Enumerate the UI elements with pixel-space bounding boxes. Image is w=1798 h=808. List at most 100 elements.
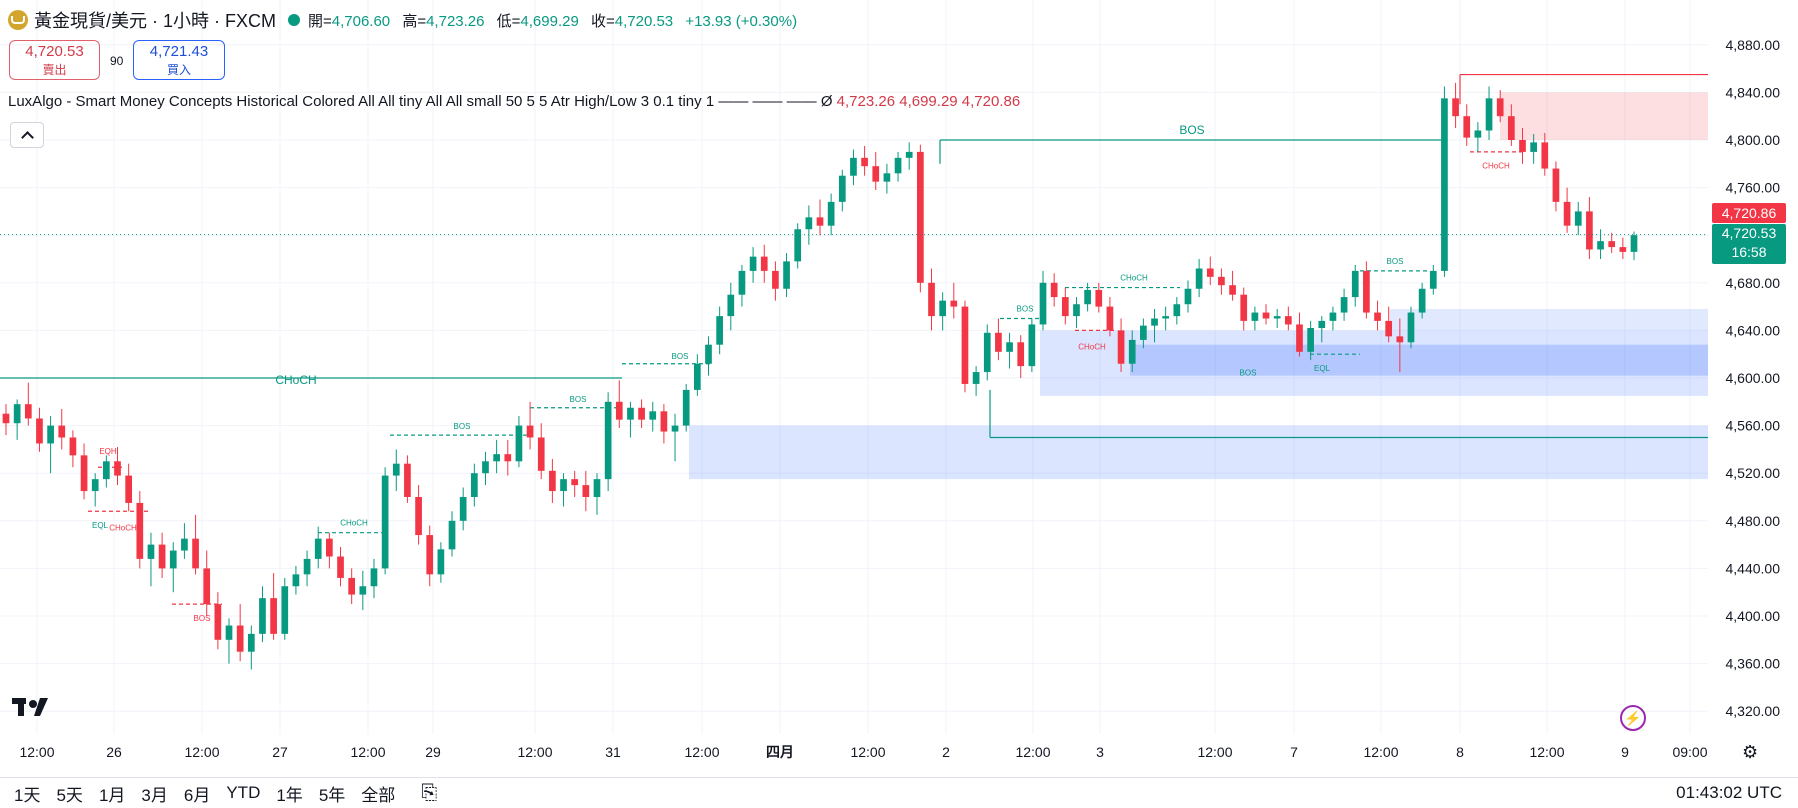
candle-body (716, 316, 723, 345)
candle-body (515, 425, 523, 462)
demand-zone-lower (689, 425, 1708, 480)
candle-body (1218, 276, 1225, 286)
timeframe-3m[interactable]: 3月 (141, 785, 168, 805)
collapse-legend-button[interactable] (10, 122, 44, 148)
candle-body (883, 173, 891, 182)
candle-body (348, 577, 356, 595)
gold-symbol-icon (8, 10, 28, 30)
settings-icon[interactable]: ⚙ (1742, 742, 1759, 762)
structure-label: CHoCH (1078, 342, 1106, 351)
x-tick-label: 2 (942, 744, 950, 760)
candle-body (1608, 241, 1616, 248)
timeframe-ytd[interactable]: YTD (226, 783, 261, 802)
sell-label: 賣出 (42, 63, 67, 77)
candle-body (24, 404, 32, 419)
candle-body (738, 270, 746, 295)
candle-body (1429, 270, 1437, 289)
candle-body (615, 401, 623, 420)
candle-body (593, 479, 601, 497)
current-price-label: 4,720.53 16:58 (1712, 224, 1786, 264)
candle-body (705, 344, 712, 364)
candle-body (426, 535, 434, 575)
price-chart[interactable]: CHoCH BOS BOS BOS BOS CHoCH BOS BOS CHoCH CHoCH BO… (0, 0, 1798, 777)
timeframe-6m[interactable]: 6月 (183, 785, 211, 805)
indicator-legend[interactable]: LuxAlgo - Smart Money Concepts Historica… (8, 93, 1020, 110)
structure-label: BOS (570, 395, 587, 404)
candle-body (158, 544, 166, 569)
candle-body (693, 363, 701, 390)
y-tick-label: 4,520.00 (1726, 465, 1781, 481)
candle-body (1162, 316, 1170, 319)
candle-body (671, 425, 679, 432)
candle-body (1452, 98, 1459, 117)
lightning-icon[interactable]: ⚡ (1620, 705, 1646, 731)
buy-price: 4,721.43 (149, 43, 209, 60)
candle-body (1006, 342, 1013, 352)
candle-body (983, 332, 991, 373)
candle-body (136, 502, 144, 559)
timeframe-all[interactable]: 全部 (361, 785, 396, 805)
timeframe-1m[interactable]: 1月 (98, 785, 126, 805)
candle-body (649, 411, 657, 420)
candle-body (247, 633, 255, 652)
candle-body (861, 157, 868, 167)
candle-body (1619, 247, 1627, 252)
compare-icon[interactable]: ⎘ (421, 781, 438, 804)
utc-clock[interactable]: 01:43:02 UTC (1676, 783, 1782, 802)
candle-body (181, 538, 188, 551)
candle-body (582, 485, 590, 497)
candle-body (1073, 304, 1080, 317)
y-tick-label: 4,880.00 (1726, 37, 1781, 53)
candle-body (47, 425, 54, 444)
candle-body (1552, 168, 1560, 202)
y-tick-label: 4,400.00 (1726, 608, 1781, 624)
x-tick-label: 9 (1621, 744, 1629, 760)
timeframe-5d[interactable]: 5天 (56, 785, 83, 805)
candle-body (69, 437, 77, 456)
candle-body (1307, 328, 1314, 352)
structure-label: BOS (454, 422, 471, 431)
structure-label: CHoCH (275, 373, 316, 387)
candle-body (91, 479, 99, 492)
tradingview-logo-icon[interactable] (12, 696, 52, 718)
indicator-text: LuxAlgo - Smart Money Concepts Historica… (8, 93, 833, 110)
candle-body (1106, 306, 1114, 331)
candle-body (1597, 241, 1604, 250)
candle-body (114, 461, 121, 476)
candle-body (1586, 211, 1593, 250)
buy-button[interactable]: 4,721.43 買入 (133, 40, 225, 80)
candle-body (749, 256, 757, 271)
symbol-title[interactable]: 黃金現貨/美元 · 1小時 · FXCM (34, 11, 276, 31)
y-tick-label: 4,600.00 (1726, 370, 1781, 386)
y-tick-label: 4,840.00 (1726, 84, 1781, 100)
timeframe-5y[interactable]: 5年 (318, 785, 346, 805)
candle-body (36, 418, 43, 444)
candle-body (1061, 297, 1069, 317)
x-tick-label: 8 (1456, 744, 1464, 760)
structure-label: CHoCH (1120, 273, 1148, 282)
y-tick-label: 4,480.00 (1726, 513, 1781, 529)
candle-body (1095, 289, 1103, 307)
y-tick-label: 4,760.00 (1726, 180, 1781, 196)
candle-body (2, 413, 10, 424)
candle-body (894, 157, 902, 174)
candle-body (470, 473, 478, 497)
candle-body (58, 425, 66, 438)
timeframe-1y[interactable]: 1年 (276, 785, 303, 805)
candle-body (939, 300, 947, 317)
x-tick-label: 12:00 (1363, 744, 1398, 760)
candle-body (381, 475, 389, 569)
candle-body (1474, 130, 1482, 138)
candle-body (404, 463, 411, 497)
demand-zone-mid (1040, 330, 1708, 396)
x-tick-label: 26 (106, 744, 122, 760)
candle-body (504, 454, 512, 462)
candle-body (604, 401, 612, 480)
candle-body (1050, 282, 1058, 298)
structure-label: BOS (194, 614, 211, 623)
candle-body (872, 166, 880, 182)
sell-button[interactable]: 4,720.53 賣出 (9, 40, 100, 80)
timeframe-1d[interactable]: 1天 (14, 785, 41, 805)
bottom-toolbar: 1天 5天 1月 3月 6月 YTD 1年 5年 全部 ⎘ 01:43:02 U… (0, 777, 1798, 808)
